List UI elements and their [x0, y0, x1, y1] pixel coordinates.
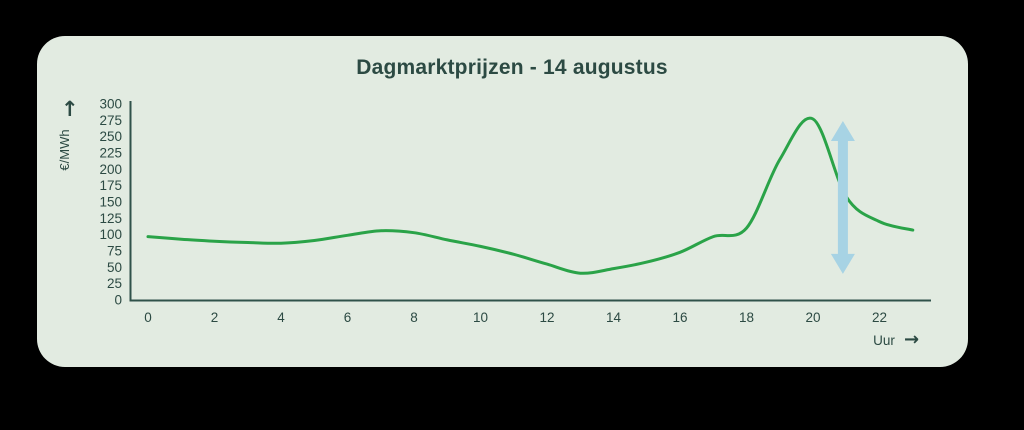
x-axis-right-arrow-icon: →: [904, 329, 920, 350]
x-tick-label: 6: [344, 310, 352, 325]
x-tick-label: 12: [539, 310, 554, 325]
x-tick-label: 10: [473, 310, 488, 325]
y-tick-label: 75: [107, 244, 122, 259]
price-range-arrow: [830, 121, 855, 274]
y-tick-label: 275: [99, 113, 122, 128]
y-tick-label: 200: [99, 162, 122, 177]
y-tick-label: 225: [99, 146, 122, 161]
y-tick-label: 50: [107, 260, 122, 275]
x-tick-label: 0: [144, 310, 152, 325]
x-tick-label: 4: [277, 310, 285, 325]
y-tick-label: 25: [107, 276, 122, 291]
y-tick-label: 100: [99, 227, 122, 242]
x-tick-label: 16: [672, 310, 687, 325]
x-tick-label: 8: [410, 310, 418, 325]
x-tick-label: 20: [805, 310, 820, 325]
chart-card: [37, 36, 968, 367]
y-tick-label: 150: [99, 195, 122, 210]
x-tick-label: 18: [739, 310, 754, 325]
x-tick-label: 14: [606, 310, 622, 325]
y-tick-label: 250: [99, 129, 122, 144]
price-line: [146, 116, 915, 275]
x-tick-label: 2: [211, 310, 219, 325]
y-tick-label: 0: [114, 293, 122, 308]
y-axis-up-arrow-icon: ↑: [61, 97, 79, 121]
x-axis-unit-label: Uur: [873, 333, 895, 348]
y-tick-label: 175: [99, 178, 122, 193]
y-tick-label: 300: [99, 97, 122, 112]
chart-title: Dagmarktprijzen - 14 augustus: [356, 56, 668, 79]
x-tick-label: 22: [872, 310, 887, 325]
y-tick-label: 125: [99, 211, 122, 226]
